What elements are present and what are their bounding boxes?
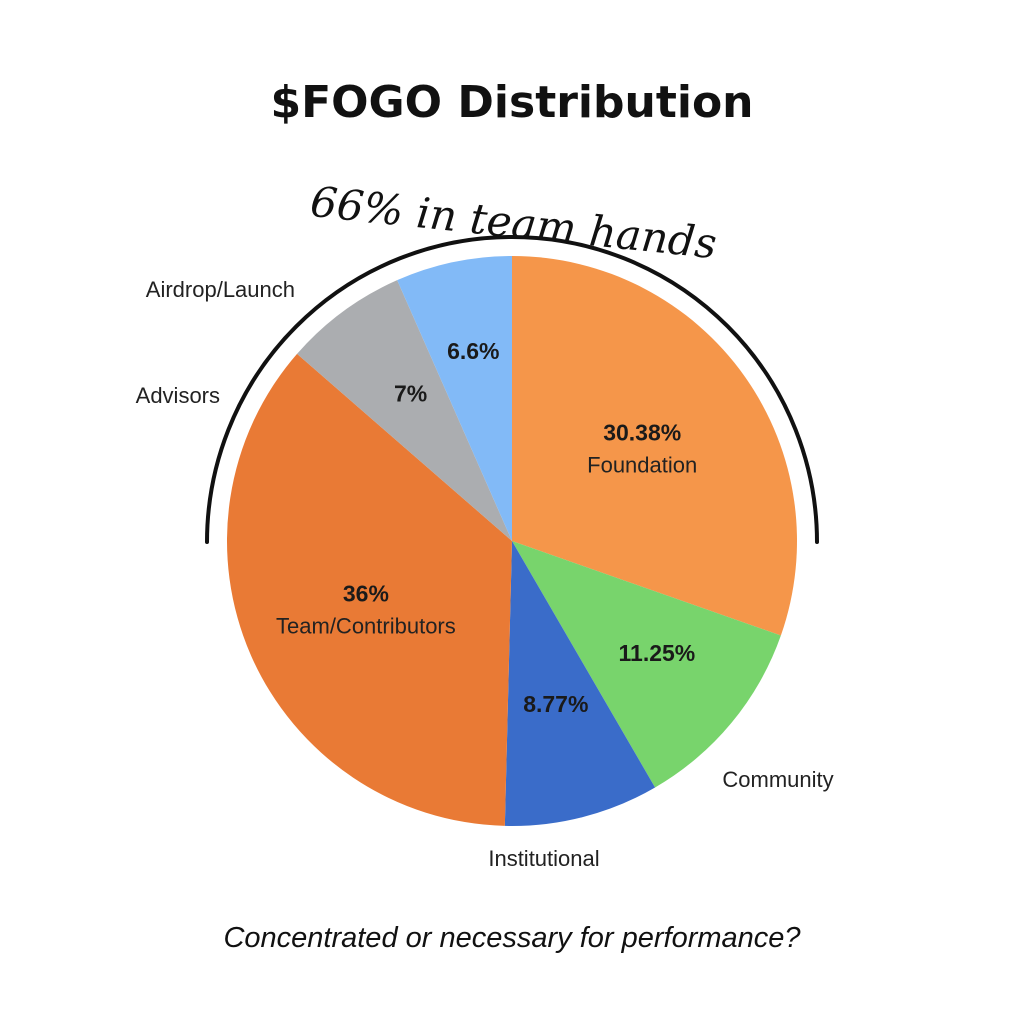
- slice-value-advisors: 7%: [394, 380, 427, 406]
- slice-value-institutional: 8.77%: [523, 691, 588, 717]
- chart-caption: Concentrated or necessary for performanc…: [223, 922, 801, 954]
- slice-value-foundation: 30.38%: [603, 420, 681, 446]
- pie-slice-foundation: [512, 256, 798, 636]
- slice-label-institutional: Institutional: [488, 846, 599, 871]
- pie-slice-airdrop-launch: [397, 256, 512, 541]
- chart-title: $FOGO Distribution: [270, 77, 753, 128]
- slice-value-airdrop-launch: 6.6%: [447, 338, 499, 364]
- slice-value-labels: 30.38% 11.25% 8.77% 36% 7% 6.6%: [343, 338, 695, 717]
- pie-slice-community: [512, 541, 781, 788]
- slice-label-community: Community: [722, 767, 833, 792]
- pie-slice-team-contributors: [226, 353, 512, 826]
- slice-value-community: 11.25%: [619, 640, 696, 666]
- pie-slices: [226, 256, 798, 826]
- slice-value-team-contributors: 36%: [343, 580, 389, 606]
- slice-label-team-contributors: Team/Contributors: [276, 613, 456, 638]
- pie-slice-institutional: [504, 541, 656, 826]
- annotation-text: 66% in team hands: [308, 177, 719, 268]
- slice-label-advisors: Advisors: [136, 383, 220, 408]
- annotation-arc: [205, 235, 819, 544]
- slice-category-labels: Foundation Community Institutional Team/Con…: [136, 277, 834, 871]
- pie-slice-advisors: [297, 280, 512, 541]
- slice-label-foundation: Foundation: [587, 453, 697, 478]
- slice-label-airdrop-launch: Airdrop/Launch: [146, 277, 295, 302]
